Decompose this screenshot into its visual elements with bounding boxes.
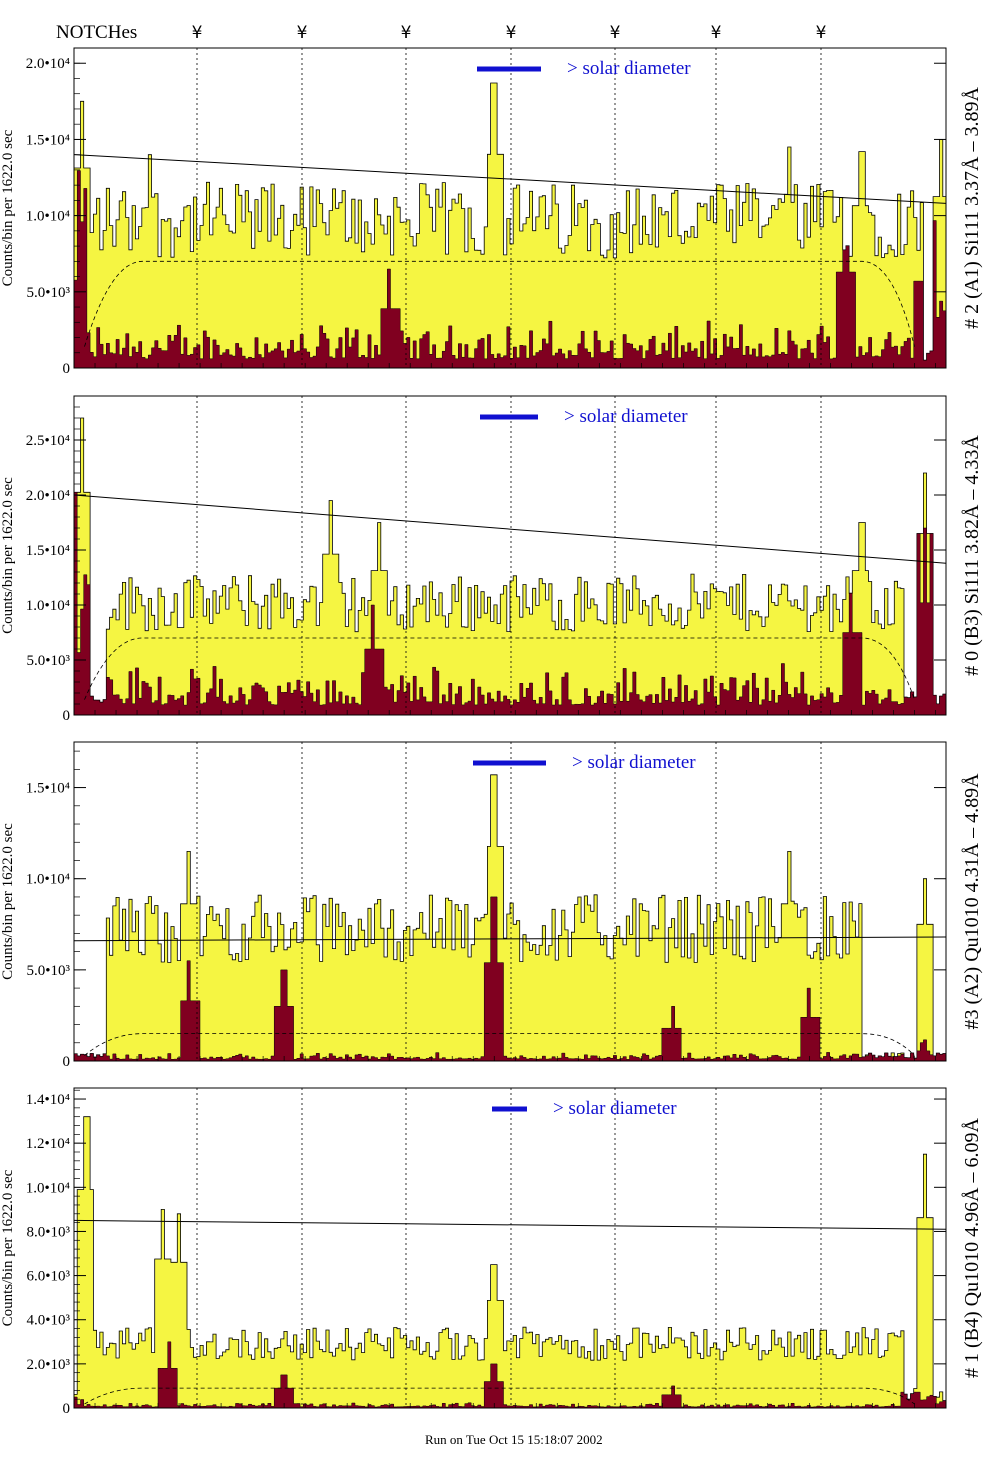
panels: 0 5.0•10³ 1.0•10⁴ 1.5•10⁴ 2.0•10⁴ Counts/bin …	[0, 47, 983, 1417]
notch-marks: ¥ ¥ ¥ ¥ ¥ ¥ ¥	[192, 23, 827, 43]
y-axis-label: Counts/bin per 1622.0 sec	[0, 823, 16, 980]
y-tick-label: 2.0•10³	[27, 1357, 71, 1373]
y-tick-label: 0	[63, 361, 71, 377]
notch-glyph: ¥	[816, 23, 827, 43]
component-counts-histogram	[73, 1341, 947, 1409]
y-tick-label: 4.0•10³	[27, 1313, 71, 1329]
notch-glyph: ¥	[192, 23, 203, 43]
y-tick-label: 1.0•10⁴	[26, 598, 70, 614]
total-counts-histogram	[73, 774, 947, 1062]
total-counts-histogram	[73, 417, 947, 716]
y-tick-label: 1.4•10⁴	[26, 1092, 70, 1108]
solar-diameter-label: > solar diameter	[572, 752, 696, 773]
y-tick-label: 1.0•10⁴	[26, 872, 70, 888]
component-counts-histogram	[73, 896, 947, 1062]
model-dashed-line	[84, 637, 915, 700]
panel-chart: 0 5.0•10³ 1.0•10⁴ 1.5•10⁴ 2.0•10⁴ 2.5•10⁴ Coun…	[0, 395, 983, 724]
notches-label: NOTCHes	[56, 22, 137, 43]
notch-glyph: ¥	[401, 23, 412, 43]
y-tick-label: 0	[63, 1401, 71, 1417]
total-counts-histogram	[73, 1116, 947, 1409]
y-tick-label: 2.0•10⁴	[26, 56, 70, 72]
plot-frame	[73, 1087, 947, 1409]
solar-diameter-label: > solar diameter	[553, 1098, 677, 1119]
solar-diameter-label: > solar diameter	[567, 58, 691, 79]
y-tick-label: 0	[63, 708, 71, 724]
panel-chart: 0 2.0•10³ 4.0•10³ 6.0•10³ 8.0•10³ 1.0•10⁴ 1.2•…	[0, 1087, 983, 1417]
y-tick-label: 8.0•10³	[27, 1224, 71, 1240]
notch-glyph: ¥	[297, 23, 308, 43]
fit-line	[73, 154, 947, 204]
notch-glyph: ¥	[711, 23, 722, 43]
panel-chart: 0 5.0•10³ 1.0•10⁴ 1.5•10⁴ Counts/bin per 162…	[0, 741, 983, 1070]
fit-line	[73, 936, 947, 942]
fit-line	[73, 494, 947, 564]
model-dashed-line	[84, 1387, 915, 1405]
notch-glyph: ¥	[506, 23, 517, 43]
y-tick-label: 1.5•10⁴	[26, 543, 70, 559]
plot-frame	[73, 47, 947, 369]
component-counts-histogram	[73, 492, 947, 716]
fit-line	[73, 1219, 947, 1230]
y-tick-label: 1.2•10⁴	[26, 1136, 70, 1152]
y-axis-label: Counts/bin per 1622.0 sec	[0, 477, 16, 634]
solar-diameter-label: > solar diameter	[564, 406, 688, 427]
panel-title: # 2 (A1) Si111 3.37Å – 3.89Å	[961, 87, 983, 329]
panel-title: # 0 (B3) Si111 3.82Å – 4.33Å	[961, 435, 983, 676]
y-tick-label: 5.0•10³	[27, 963, 71, 979]
y-tick-label: 1.0•10⁴	[26, 209, 70, 225]
component-counts-histogram	[73, 170, 947, 369]
y-axis-label: Counts/bin per 1622.0 sec	[0, 1169, 16, 1326]
y-tick-label: 2.5•10⁴	[26, 433, 70, 449]
model-dashed-line	[84, 1033, 915, 1056]
run-footer: Run on Tue Oct 15 15:18:07 2002	[425, 1432, 603, 1447]
header: NOTCHes ¥ ¥ ¥ ¥ ¥ ¥ ¥	[56, 22, 827, 43]
y-tick-label: 2.0•10⁴	[26, 488, 70, 504]
y-tick-label: 1.0•10⁴	[26, 1180, 70, 1196]
y-tick-label: 1.5•10⁴	[26, 781, 70, 797]
plot-frame	[73, 741, 947, 1062]
notch-glyph: ¥	[610, 23, 621, 43]
y-tick-label: 5.0•10³	[27, 285, 71, 301]
y-axis-label: Counts/bin per 1622.0 sec	[0, 129, 16, 286]
y-tick-label: 5.0•10³	[27, 653, 71, 669]
panel-title: #3 (A2) Qu1010 4.31Å – 4.89Å	[961, 773, 983, 1030]
y-tick-label: 6.0•10³	[27, 1269, 71, 1285]
y-tick-label: 1.5•10⁴	[26, 132, 70, 148]
panel-title: # 1 (B4) Qu1010 4.96Å – 6.09Å	[961, 1117, 983, 1378]
y-tick-label: 0	[63, 1054, 71, 1070]
total-counts-histogram	[73, 82, 947, 369]
plot-frame	[73, 395, 947, 716]
panel-chart: 0 5.0•10³ 1.0•10⁴ 1.5•10⁴ 2.0•10⁴ Counts/bin …	[0, 47, 983, 377]
